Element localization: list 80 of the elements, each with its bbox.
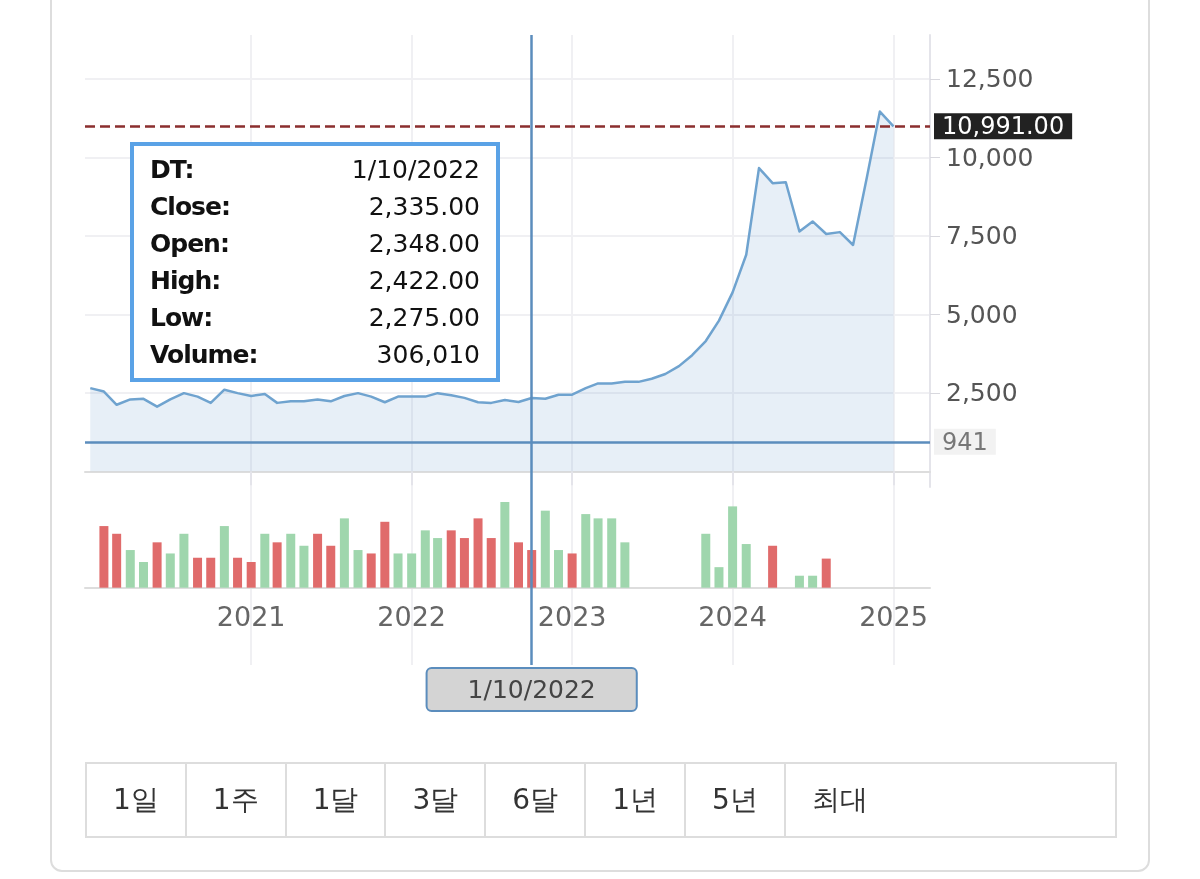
bar xyxy=(272,542,282,588)
x-tick-label: 2021 xyxy=(216,601,286,632)
bar xyxy=(433,538,443,588)
annotation: Close: xyxy=(150,192,230,221)
text: 최대 xyxy=(810,782,869,818)
text: 6달 xyxy=(486,764,587,836)
bar xyxy=(353,550,363,588)
bar xyxy=(420,530,430,588)
bar xyxy=(728,506,738,588)
bar xyxy=(486,538,496,588)
x-tick-label: 2025 xyxy=(859,601,928,632)
bar xyxy=(393,553,403,588)
annotation: 2,335.00 xyxy=(368,192,480,221)
text: 1년 xyxy=(586,764,686,836)
ref-line-label: 1/10/2022 xyxy=(467,675,596,704)
bar xyxy=(326,545,336,588)
bar xyxy=(459,538,469,588)
text: 3달 xyxy=(386,764,487,836)
text: 1일 xyxy=(87,764,187,836)
y-tick-label: 2,500 xyxy=(946,378,1018,408)
ref-line-label: 10,991.00 xyxy=(942,112,1065,141)
bar xyxy=(152,542,162,588)
bar xyxy=(233,557,243,588)
bar xyxy=(380,521,390,588)
bar xyxy=(741,544,751,588)
bar xyxy=(500,502,510,588)
bar xyxy=(620,542,630,588)
bar xyxy=(768,545,778,588)
bar xyxy=(286,533,296,588)
text: 5년 xyxy=(685,764,786,836)
bar xyxy=(165,553,175,588)
bar xyxy=(193,557,203,588)
y-tick-label: 5,000 xyxy=(946,299,1018,329)
y-tick-label: 12,500 xyxy=(946,64,1034,94)
bar xyxy=(125,550,135,588)
x-tick-label: 2023 xyxy=(537,601,607,632)
annotation: Volume: xyxy=(150,340,258,369)
bar xyxy=(366,553,376,588)
bar xyxy=(246,562,256,588)
bar xyxy=(339,518,349,588)
bar xyxy=(714,567,724,588)
bar xyxy=(446,530,456,588)
x-tick-label: 2024 xyxy=(698,601,767,632)
bar xyxy=(821,558,831,588)
bar xyxy=(593,518,603,588)
annotation: 1/10/2022 xyxy=(351,155,480,184)
bar xyxy=(808,575,818,588)
bar xyxy=(581,514,591,588)
text: 1달 xyxy=(286,764,387,836)
annotation: High: xyxy=(150,266,221,295)
bar xyxy=(701,533,711,588)
bar xyxy=(219,526,229,588)
annotation: 2,422.00 xyxy=(368,266,480,295)
y-tick-label: 7,500 xyxy=(946,221,1018,251)
bar xyxy=(206,557,216,588)
bar xyxy=(567,553,577,588)
bar xyxy=(407,553,417,588)
x-tick-label: 2022 xyxy=(377,601,447,632)
annotation: DT: xyxy=(150,155,194,184)
bar xyxy=(554,550,563,588)
annotation: Open: xyxy=(150,229,229,258)
annotation: Low: xyxy=(150,303,213,332)
bar xyxy=(260,533,270,588)
y-tick-label: 10,000 xyxy=(946,142,1034,172)
annotation: 306,010 xyxy=(376,340,480,369)
bar xyxy=(138,562,148,588)
text: 1주 xyxy=(186,764,287,836)
bar xyxy=(99,526,109,588)
bar xyxy=(513,542,523,588)
bar xyxy=(179,533,189,588)
bar xyxy=(313,533,323,588)
bar xyxy=(607,518,617,588)
annotation: 2,348.00 xyxy=(368,229,480,258)
bar xyxy=(794,575,804,588)
bar xyxy=(112,533,122,588)
ref-line-label: 941 xyxy=(942,427,988,456)
bar xyxy=(473,518,483,588)
bar xyxy=(299,545,309,588)
bar xyxy=(540,510,550,588)
annotation: 2,275.00 xyxy=(368,303,480,332)
